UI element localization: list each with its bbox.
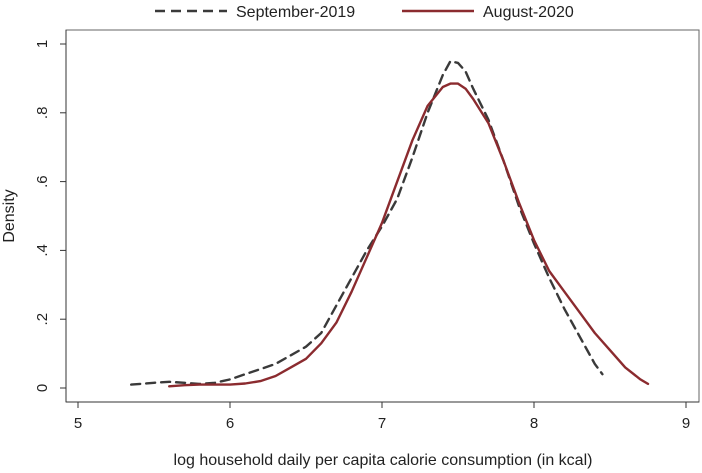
legend-label-september-2019: September-2019: [236, 4, 355, 21]
x-axis-ticks: 5 6 7 8 9: [74, 402, 690, 432]
y-tick-label: .2: [34, 313, 51, 326]
series-line-september-2019: [129, 60, 604, 386]
y-tick-label: .8: [34, 107, 51, 120]
y-tick-label: .6: [34, 175, 51, 188]
series-layer: [129, 60, 650, 388]
y-axis-ticks: 0 .2 .4 .6 .8 1: [34, 40, 66, 392]
y-tick-label: 1: [34, 40, 51, 48]
legend-label-august-2020: August-2020: [483, 4, 574, 21]
series-line-august-2020: [167, 82, 650, 388]
x-tick-label: 7: [378, 415, 386, 432]
x-tick-label: 9: [682, 415, 690, 432]
y-tick-label: 0: [34, 384, 51, 392]
legend: September-2019 August-2020: [155, 4, 574, 21]
y-tick-label: .4: [34, 244, 51, 257]
x-tick-label: 5: [74, 415, 82, 432]
x-axis-title: log household daily per capita calorie c…: [174, 452, 593, 469]
x-tick-label: 8: [530, 415, 538, 432]
x-tick-label: 6: [226, 415, 234, 432]
plot-area: [65, 29, 700, 403]
y-axis-title: Density: [1, 189, 18, 242]
